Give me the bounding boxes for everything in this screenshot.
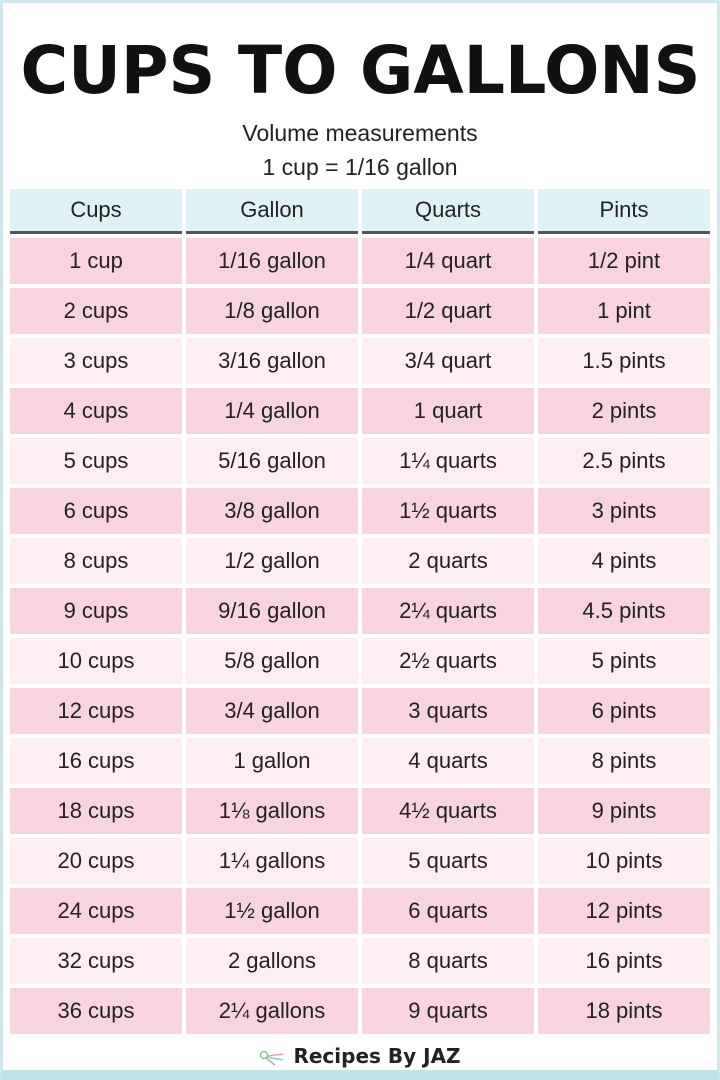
table-cell: 9 pints xyxy=(538,788,710,834)
table-cell: 3/16 gallon xyxy=(186,338,358,384)
table-cell: 2 cups xyxy=(10,288,182,334)
table-cell: 8 pints xyxy=(538,738,710,784)
table-row: 20 cups 1¼ gallons 5 quarts 10 pints xyxy=(10,838,710,884)
column-header: Cups xyxy=(10,189,182,234)
footer-brand: Recipes By JAZ xyxy=(0,1042,720,1070)
table-row: 3 cups 3/16 gallon 3/4 quart 1.5 pints xyxy=(10,338,710,384)
table-cell: 1 cup xyxy=(10,238,182,284)
table-cell: 3 quarts xyxy=(362,688,534,734)
table-cell: 1.5 pints xyxy=(538,338,710,384)
table-row: 16 cups 1 gallon 4 quarts 8 pints xyxy=(10,738,710,784)
table-cell: 5/16 gallon xyxy=(186,438,358,484)
table-row: 10 cups 5/8 gallon 2½ quarts 5 pints xyxy=(10,638,710,684)
table-row: 24 cups 1½ gallon 6 quarts 12 pints xyxy=(10,888,710,934)
brand-name: Recipes By JAZ xyxy=(293,1044,461,1068)
table-row: 36 cups 2¼ gallons 9 quarts 18 pints xyxy=(10,988,710,1034)
table-cell: 9 quarts xyxy=(362,988,534,1034)
table-cell: 1 pint xyxy=(538,288,710,334)
table-row: 32 cups 2 gallons 8 quarts 16 pints xyxy=(10,938,710,984)
table-cell: 2 pints xyxy=(538,388,710,434)
page-title: CUPS TO GALLONS xyxy=(20,32,700,109)
equivalence-note: 1 cup = 1/16 gallon xyxy=(262,154,458,180)
table-cell: 1/2 quart xyxy=(362,288,534,334)
table-cell: 1¼ quarts xyxy=(362,438,534,484)
table-cell: 5 quarts xyxy=(362,838,534,884)
table-cell: 3/4 gallon xyxy=(186,688,358,734)
table-cell: 16 cups xyxy=(10,738,182,784)
table-cell: 4.5 pints xyxy=(538,588,710,634)
table-cell: 1¼ gallons xyxy=(186,838,358,884)
whisk-icon xyxy=(260,1050,284,1066)
table-cell: 1 quart xyxy=(362,388,534,434)
table-cell: 2¼ quarts xyxy=(362,588,534,634)
column-header: Gallon xyxy=(186,189,358,234)
table-cell: 6 pints xyxy=(538,688,710,734)
table-cell: 36 cups xyxy=(10,988,182,1034)
table-cell: 20 cups xyxy=(10,838,182,884)
table-cell: 16 pints xyxy=(538,938,710,984)
table-cell: 8 quarts xyxy=(362,938,534,984)
column-header: Quarts xyxy=(362,189,534,234)
table-cell: 4 cups xyxy=(10,388,182,434)
column-header: Pints xyxy=(538,189,710,234)
table-row: 9 cups 9/16 gallon 2¼ quarts 4.5 pints xyxy=(10,588,710,634)
table-cell: 5 cups xyxy=(10,438,182,484)
subtitle: Volume measurements xyxy=(242,120,478,146)
table-row: 5 cups 5/16 gallon 1¼ quarts 2.5 pints xyxy=(10,438,710,484)
table-cell: 9/16 gallon xyxy=(186,588,358,634)
table-cell: 1⅛ gallons xyxy=(186,788,358,834)
table-cell: 3/4 quart xyxy=(362,338,534,384)
table-cell: 1½ gallon xyxy=(186,888,358,934)
table-cell: 12 cups xyxy=(10,688,182,734)
table-cell: 4 quarts xyxy=(362,738,534,784)
conversion-table: Cups Gallon Quarts Pints 1 cup 1/16 gallon 1/… xyxy=(6,185,714,1038)
table-cell: 2½ quarts xyxy=(362,638,534,684)
table-row: 1 cup 1/16 gallon 1/4 quart 1/2 pint xyxy=(10,238,710,284)
table-cell: 2 gallons xyxy=(186,938,358,984)
table-row: 18 cups 1⅛ gallons 4½ quarts 9 pints xyxy=(10,788,710,834)
table-row: 2 cups 1/8 gallon 1/2 quart 1 pint xyxy=(10,288,710,334)
table-cell: 6 cups xyxy=(10,488,182,534)
table-cell: 1/8 gallon xyxy=(186,288,358,334)
table-cell: 3 pints xyxy=(538,488,710,534)
table-row: 6 cups 3/8 gallon 1½ quarts 3 pints xyxy=(10,488,710,534)
table-cell: 1/4 gallon xyxy=(186,388,358,434)
table-cell: 2.5 pints xyxy=(538,438,710,484)
table-row: 8 cups 1/2 gallon 2 quarts 4 pints xyxy=(10,538,710,584)
table-cell: 5/8 gallon xyxy=(186,638,358,684)
table-cell: 1/16 gallon xyxy=(186,238,358,284)
table-row: 12 cups 3/4 gallon 3 quarts 6 pints xyxy=(10,688,710,734)
table-cell: 8 cups xyxy=(10,538,182,584)
table-cell: 12 pints xyxy=(538,888,710,934)
table-header-row: Cups Gallon Quarts Pints xyxy=(10,189,710,234)
table-cell: 24 cups xyxy=(10,888,182,934)
table-cell: 1/2 pint xyxy=(538,238,710,284)
table-cell: 32 cups xyxy=(10,938,182,984)
table-cell: 4 pints xyxy=(538,538,710,584)
table-cell: 1/4 quart xyxy=(362,238,534,284)
table-cell: 2¼ gallons xyxy=(186,988,358,1034)
table-cell: 3/8 gallon xyxy=(186,488,358,534)
table-cell: 9 cups xyxy=(10,588,182,634)
table-cell: 1/2 gallon xyxy=(186,538,358,584)
table-cell: 1½ quarts xyxy=(362,488,534,534)
table-cell: 18 cups xyxy=(10,788,182,834)
table-row: 4 cups 1/4 gallon 1 quart 2 pints xyxy=(10,388,710,434)
table-cell: 5 pints xyxy=(538,638,710,684)
table-cell: 10 cups xyxy=(10,638,182,684)
table-cell: 6 quarts xyxy=(362,888,534,934)
table-cell: 3 cups xyxy=(10,338,182,384)
table-cell: 4½ quarts xyxy=(362,788,534,834)
table-cell: 2 quarts xyxy=(362,538,534,584)
table-cell: 18 pints xyxy=(538,988,710,1034)
table-cell: 10 pints xyxy=(538,838,710,884)
title-area: CUPS TO GALLONS xyxy=(0,28,720,114)
table-cell: 1 gallon xyxy=(186,738,358,784)
